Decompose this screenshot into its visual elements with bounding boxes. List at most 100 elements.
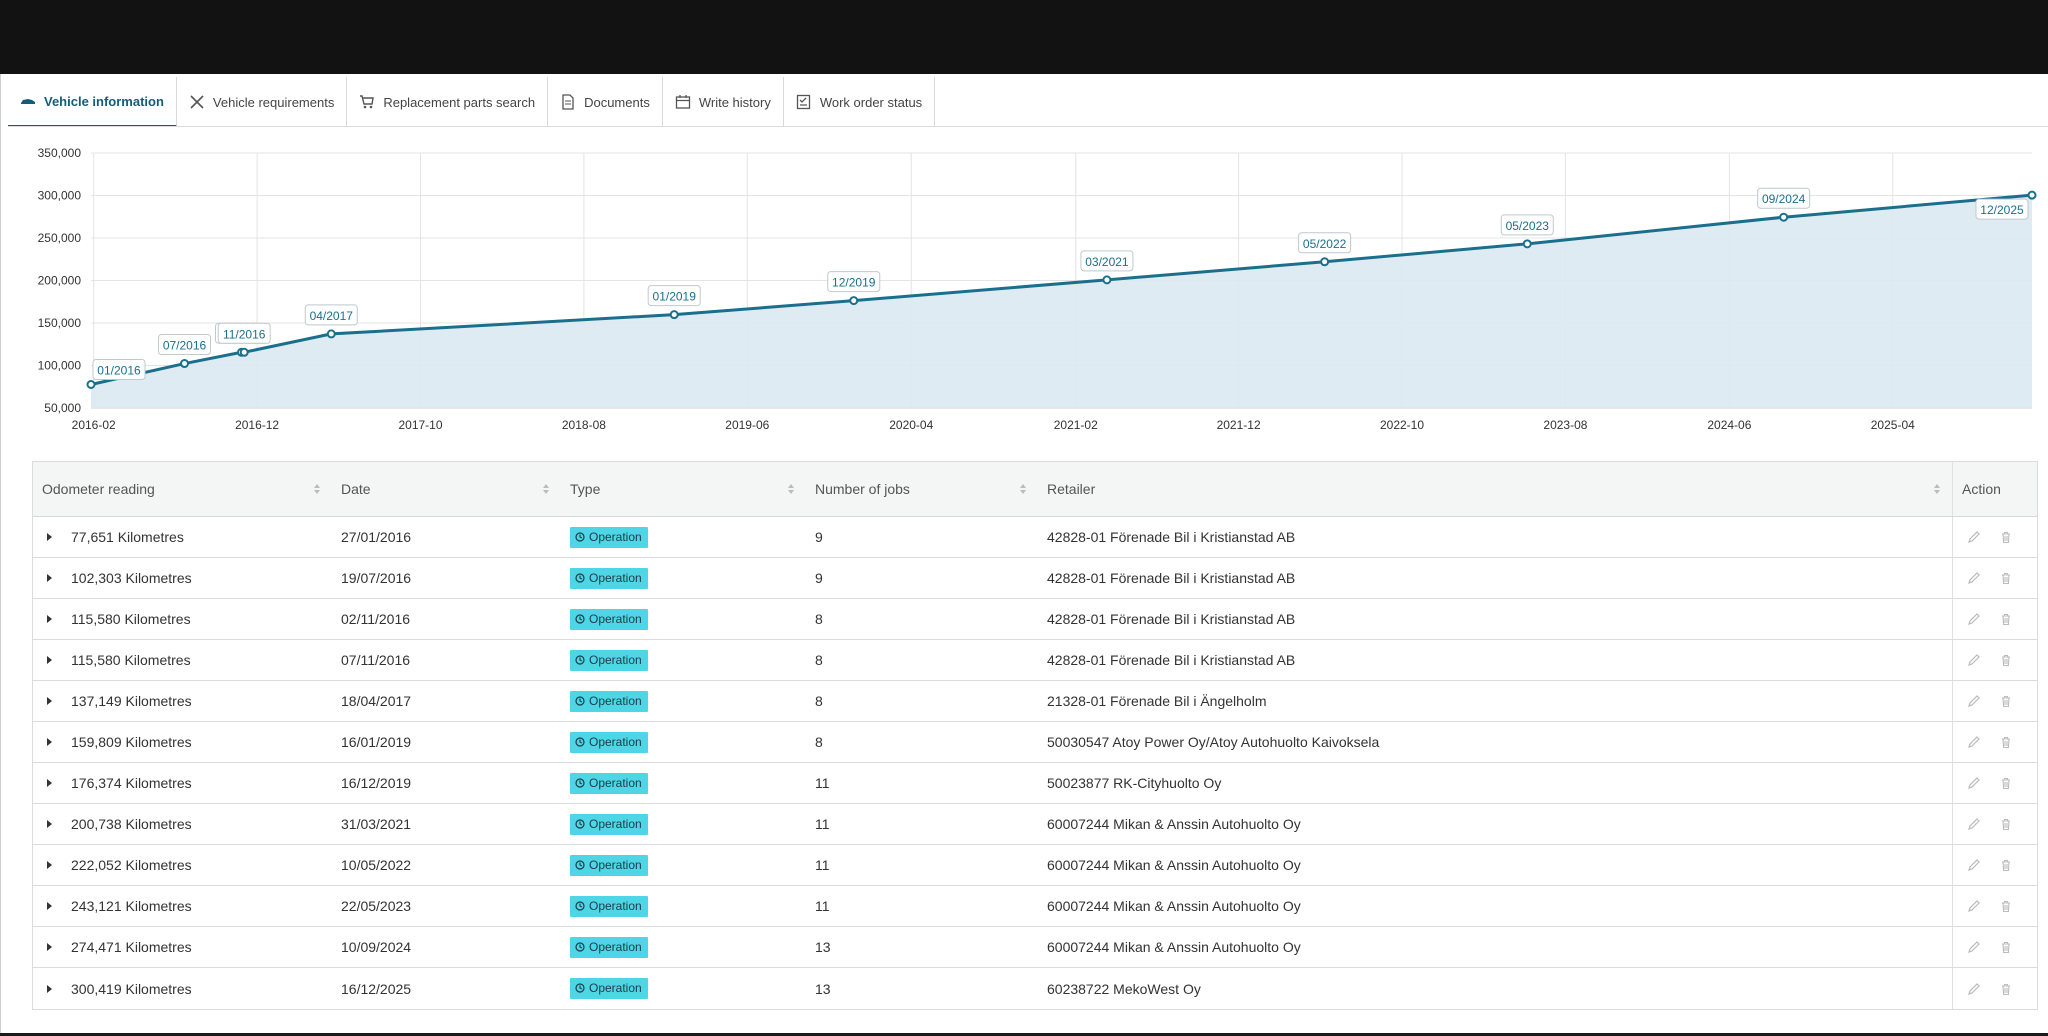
table-row[interactable]: 115,580 Kilometres 07/11/2016 Operation 8 42…: [33, 640, 2037, 681]
edit-icon[interactable]: [1967, 694, 1981, 708]
table-row[interactable]: 176,374 Kilometres 16/12/2019 Operation 11 5…: [33, 763, 2037, 804]
odometer-table: Odometer reading Date Type Number of job…: [32, 461, 2038, 1010]
delete-icon[interactable]: [1999, 735, 2013, 749]
tab-vehicle-requirements[interactable]: Vehicle requirements: [177, 77, 348, 127]
expand-row-icon[interactable]: [47, 533, 52, 541]
delete-icon[interactable]: [1999, 612, 2013, 626]
cell-jobs: 8: [806, 599, 1038, 639]
table-row[interactable]: 102,303 Kilometres 19/07/2016 Operation 9 42…: [33, 558, 2037, 599]
window-border: [0, 74, 8, 1036]
expand-row-icon[interactable]: [47, 615, 52, 623]
top-bar: [0, 0, 2048, 74]
retailer-value: 60007244 Mikan & Anssin Autohuolto Oy: [1047, 857, 1301, 873]
type-badge: Operation: [570, 854, 648, 876]
tab-replacement-parts-search[interactable]: Replacement parts search: [347, 77, 549, 127]
tab-label: Replacement parts search: [383, 94, 536, 110]
data-point: [849, 296, 859, 306]
sort-icon[interactable]: [543, 484, 549, 494]
point-label-box: [304, 304, 358, 326]
tab-work-order-status[interactable]: Work order status: [784, 77, 936, 127]
delete-icon[interactable]: [1999, 982, 2013, 996]
tab-documents[interactable]: Documents: [548, 77, 663, 127]
tab-label: Write history: [698, 94, 771, 110]
cell-retailer: 42828-01 Förenade Bil i Kristianstad AB: [1038, 517, 1952, 557]
table-row[interactable]: 300,419 Kilometres 16/12/2025 Operation 13 6…: [33, 968, 2037, 1009]
cell-date: 18/04/2017: [332, 681, 561, 721]
column-header-date[interactable]: Date: [332, 462, 561, 516]
type-badge: Operation: [570, 731, 648, 753]
table-row[interactable]: 159,809 Kilometres 16/01/2019 Operation 8 50…: [33, 722, 2037, 763]
expand-row-icon[interactable]: [47, 943, 52, 951]
expand-row-icon[interactable]: [47, 656, 52, 664]
table-row[interactable]: 137,149 Kilometres 18/04/2017 Operation 8 21…: [33, 681, 2037, 722]
edit-icon[interactable]: [1967, 858, 1981, 872]
column-header-type[interactable]: Type: [561, 462, 806, 516]
cell-date: 22/05/2023: [332, 886, 561, 926]
column-header-retailer[interactable]: Retailer: [1038, 462, 1952, 516]
expand-row-icon[interactable]: [47, 779, 52, 787]
delete-icon[interactable]: [1999, 940, 2013, 954]
cell-date: 07/11/2016: [332, 640, 561, 680]
edit-icon[interactable]: [1967, 653, 1981, 667]
table-row[interactable]: 274,471 Kilometres 10/09/2024 Operation 13 6…: [33, 927, 2037, 968]
edit-icon[interactable]: [1967, 817, 1981, 831]
odometer-value: 222,052 Kilometres: [71, 857, 192, 873]
table-row[interactable]: 115,580 Kilometres 02/11/2016 Operation 8 42…: [33, 599, 2037, 640]
expand-row-icon[interactable]: [47, 902, 52, 910]
edit-icon[interactable]: [1967, 982, 1981, 996]
retailer-value: 21328-01 Förenade Bil i Ängelholm: [1047, 693, 1267, 709]
cell-odometer: 200,738 Kilometres: [33, 804, 332, 844]
sort-icon[interactable]: [788, 484, 794, 494]
expand-row-icon[interactable]: [47, 738, 52, 746]
cell-type: Operation: [561, 804, 806, 844]
sort-icon[interactable]: [1934, 484, 1940, 494]
expand-row-icon[interactable]: [47, 697, 52, 705]
date-value: 16/12/2019: [341, 775, 412, 791]
delete-icon[interactable]: [1999, 653, 2013, 667]
edit-icon[interactable]: [1967, 735, 1981, 749]
cell-retailer: 60238722 MekoWest Oy: [1038, 968, 1952, 1009]
cell-odometer: 176,374 Kilometres: [33, 763, 332, 803]
table-row[interactable]: 243,121 Kilometres 22/05/2023 Operation 11 6…: [33, 886, 2037, 927]
cell-odometer: 222,052 Kilometres: [33, 845, 332, 885]
table-row[interactable]: 77,651 Kilometres 27/01/2016 Operation 9 428…: [33, 517, 2037, 558]
sort-icon[interactable]: [314, 484, 320, 494]
delete-icon[interactable]: [1999, 858, 2013, 872]
tab-write-history[interactable]: Write history: [663, 77, 784, 127]
edit-icon[interactable]: [1967, 776, 1981, 790]
expand-row-icon[interactable]: [47, 861, 52, 869]
delete-icon[interactable]: [1999, 694, 2013, 708]
data-point: [2027, 190, 2037, 200]
column-header-jobs[interactable]: Number of jobs: [806, 462, 1038, 516]
expand-row-icon[interactable]: [47, 984, 52, 993]
cell-jobs: 11: [806, 763, 1038, 803]
expand-row-icon[interactable]: [47, 574, 52, 582]
cell-type: Operation: [561, 763, 806, 803]
edit-icon[interactable]: [1967, 899, 1981, 913]
tab-vehicle-information[interactable]: Vehicle information: [8, 77, 177, 127]
delete-icon[interactable]: [1999, 530, 2013, 544]
sort-icon[interactable]: [1020, 484, 1026, 494]
tab-bar: Vehicle information Vehicle requirements…: [8, 77, 936, 127]
delete-icon[interactable]: [1999, 899, 2013, 913]
column-header-odometer[interactable]: Odometer reading: [33, 462, 332, 516]
retailer-value: 42828-01 Förenade Bil i Kristianstad AB: [1047, 611, 1296, 627]
retailer-value: 60007244 Mikan & Anssin Autohuolto Oy: [1047, 898, 1301, 914]
cell-odometer: 115,580 Kilometres: [33, 599, 332, 639]
edit-icon[interactable]: [1967, 530, 1981, 544]
odometer-value: 243,121 Kilometres: [71, 898, 192, 914]
table-row[interactable]: 222,052 Kilometres 10/05/2022 Operation 11 6…: [33, 845, 2037, 886]
delete-icon[interactable]: [1999, 817, 2013, 831]
cell-jobs: 8: [806, 681, 1038, 721]
delete-icon[interactable]: [1999, 571, 2013, 585]
delete-icon[interactable]: [1999, 776, 2013, 790]
point-label: 11/2016: [223, 327, 266, 341]
edit-icon[interactable]: [1967, 940, 1981, 954]
table-row[interactable]: 200,738 Kilometres 31/03/2021 Operation 11 6…: [33, 804, 2037, 845]
odometer-value: 115,580 Kilometres: [71, 611, 191, 627]
expand-row-icon[interactable]: [47, 820, 52, 828]
type-label: Operation: [589, 939, 642, 954]
cell-actions: [1952, 722, 2037, 762]
edit-icon[interactable]: [1967, 612, 1981, 626]
edit-icon[interactable]: [1967, 571, 1981, 585]
